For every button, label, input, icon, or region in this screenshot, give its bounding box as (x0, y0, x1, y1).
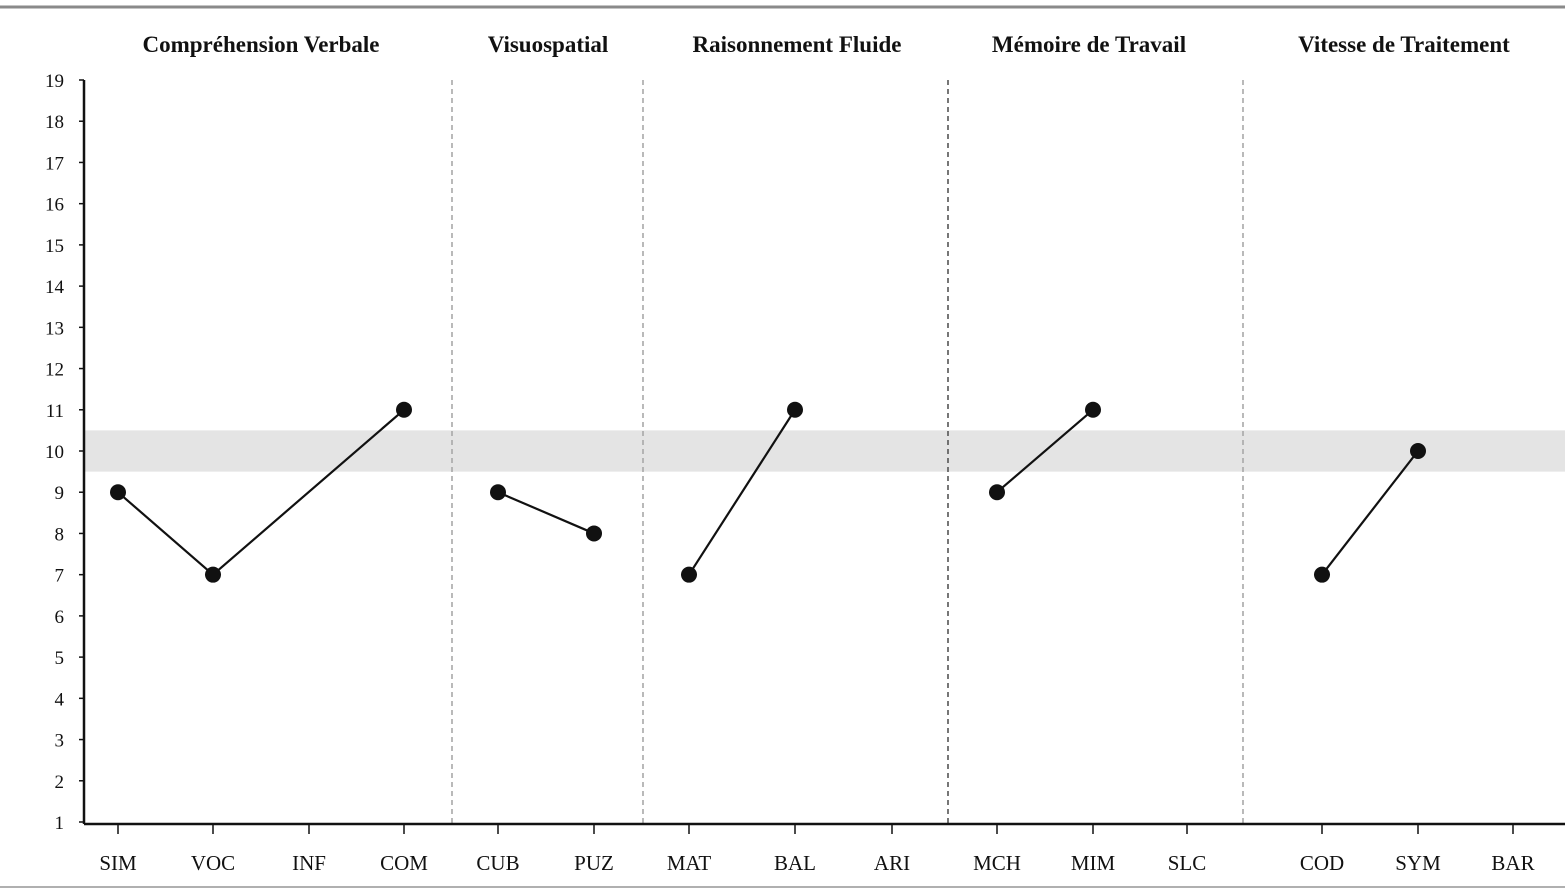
y-tick-label: 6 (55, 607, 65, 628)
x-tick-label: MAT (667, 851, 712, 875)
x-tick-label: MCH (973, 851, 1021, 875)
y-tick-label: 14 (45, 277, 65, 298)
y-tick-label: 17 (45, 153, 64, 174)
score-point (586, 525, 602, 542)
x-tick-label: INF (292, 851, 326, 875)
domain-title: Raisonnement Fluide (693, 32, 902, 57)
y-tick-label: 10 (45, 442, 64, 463)
domain-score-line (996, 408, 1094, 494)
y-tick-label: 15 (45, 236, 64, 257)
y-tick-label: 2 (55, 772, 65, 793)
score-point (1410, 443, 1426, 459)
domain-score-line (497, 491, 595, 535)
x-tick-label: MIM (1071, 851, 1116, 875)
y-tick-label: 19 (45, 71, 64, 92)
y-tick-label: 9 (55, 483, 65, 504)
x-tick-label: CUB (476, 851, 519, 875)
x-axis: SIM VOC INF COM CUB PUZ MAT BAL ARI MCH MIM SLC COD S… (84, 822, 1565, 875)
score-point (110, 484, 126, 501)
domain-score-line (688, 409, 796, 576)
score-point (1085, 401, 1101, 418)
x-tick-label: COD (1300, 851, 1344, 875)
domain-title: Visuospatial (488, 32, 609, 57)
y-tick-label: 1 (55, 813, 65, 834)
domain-dividers (451, 80, 1244, 824)
domain-title: Vitesse de Traitement (1298, 32, 1510, 57)
y-tick-label: 12 (45, 360, 64, 381)
x-tick-label: ARI (874, 851, 910, 875)
y-tick-label: 7 (55, 566, 65, 587)
score-point (681, 566, 697, 583)
domain-score-line (1321, 450, 1419, 576)
y-tick-label: 4 (55, 689, 65, 710)
y-tick-label: 11 (46, 401, 64, 422)
x-tick-label: PUZ (574, 851, 614, 875)
y-tick-label: 13 (45, 318, 64, 339)
y-tick-label: 18 (45, 112, 64, 133)
score-point (787, 401, 803, 418)
score-point (1314, 566, 1330, 583)
x-tick-label: SLC (1168, 851, 1207, 875)
score-point (205, 566, 221, 583)
x-tick-label: BAL (774, 851, 816, 875)
y-tick-label: 5 (55, 648, 65, 669)
y-tick-label: 16 (45, 195, 64, 216)
y-tick-label: 8 (55, 524, 65, 545)
x-tick-label: SYM (1395, 851, 1441, 875)
y-tick-label: 3 (55, 731, 65, 752)
domain-titles: Compréhension Verbale Visuospatial Raisonn… (142, 32, 1510, 57)
score-point (989, 484, 1005, 501)
score-series (110, 401, 1426, 583)
domain-title: Compréhension Verbale (142, 32, 379, 57)
x-tick-label: COM (380, 851, 428, 875)
x-tick-label: BAR (1491, 851, 1534, 875)
x-tick-label: SIM (99, 851, 137, 875)
domain-title: Mémoire de Travail (992, 32, 1186, 57)
average-range-band (84, 430, 1565, 472)
score-point (490, 484, 506, 501)
x-tick-label: VOC (191, 851, 235, 875)
score-point (396, 401, 412, 418)
